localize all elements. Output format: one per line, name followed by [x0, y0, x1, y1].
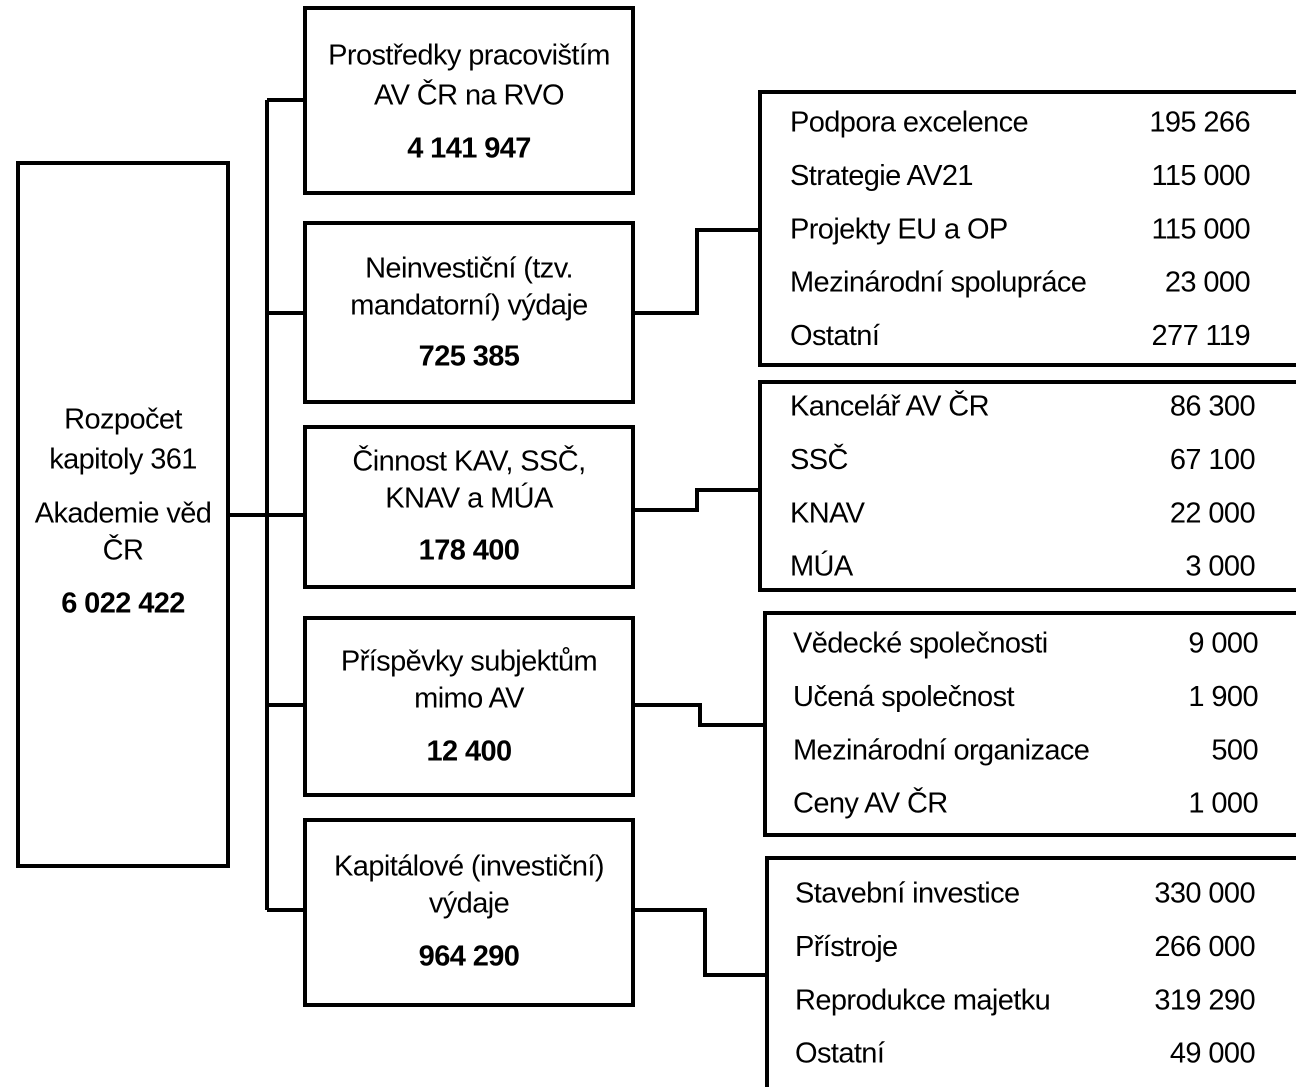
node-value: 725 385	[419, 341, 520, 373]
node-box	[303, 221, 635, 404]
node-label: výdaje	[429, 888, 509, 920]
node-label: mandatorní) výdaje	[350, 290, 587, 322]
node-value: 178 400	[419, 535, 520, 567]
row-value: 115 000	[1152, 160, 1250, 192]
row-label: Mezinárodní spolupráce	[790, 267, 1086, 299]
row-label: Reprodukce majetku	[795, 984, 1050, 1016]
row-value: 195 266	[1149, 107, 1250, 139]
row-label: KNAV	[790, 497, 866, 529]
node-label: Příspěvky subjektům	[341, 646, 597, 678]
row-label: Podpora excelence	[790, 107, 1028, 139]
row-value: 330 000	[1154, 878, 1255, 910]
root-value: 6 022 422	[61, 588, 185, 620]
row-value: 23 000	[1165, 267, 1250, 299]
row-label: Přístroje	[795, 931, 898, 963]
node-label: KNAV a MÚA	[385, 482, 554, 515]
row-label: Vědecké společnosti	[793, 628, 1048, 660]
root-label: Rozpočet	[64, 404, 182, 436]
row-label: Ceny AV ČR	[793, 786, 948, 820]
root-box	[16, 161, 230, 868]
row-value: 115 000	[1152, 213, 1250, 245]
row-value: 3 000	[1185, 551, 1255, 583]
table-box	[758, 380, 1296, 592]
node-box	[303, 425, 635, 589]
row-value: 9 000	[1188, 628, 1258, 660]
node-box	[303, 818, 635, 1007]
row-label: Stavební investice	[795, 878, 1020, 910]
row-value: 67 100	[1170, 444, 1255, 476]
node-box	[303, 616, 635, 797]
row-label: SSČ	[790, 442, 848, 476]
row-value: 49 000	[1170, 1038, 1255, 1070]
node-label: AV ČR na RVO	[374, 78, 564, 112]
row-value: 319 290	[1154, 984, 1255, 1016]
row-label: MÚA	[790, 550, 854, 583]
node-label: Kapitálové (investiční)	[334, 851, 604, 883]
row-value: 266 000	[1154, 931, 1255, 963]
table-box	[763, 611, 1296, 837]
root-label: ČR	[103, 533, 144, 567]
root-label: Akademie věd	[35, 498, 212, 530]
row-label: Učená společnost	[793, 681, 1014, 713]
node-box	[303, 6, 635, 195]
row-value: 1 900	[1188, 681, 1258, 713]
row-label: Ostatní	[795, 1038, 885, 1070]
node-label: Neinvestiční (tzv.	[365, 253, 573, 285]
row-value: 86 300	[1170, 391, 1255, 423]
connector	[633, 703, 765, 727]
row-label: Ostatní	[790, 320, 880, 352]
row-label: Strategie AV21	[790, 160, 973, 192]
connector	[633, 488, 760, 512]
connectors	[228, 98, 767, 977]
node-label: Prostředky pracovištím	[328, 40, 610, 72]
row-label: Mezinárodní organizace	[793, 734, 1089, 766]
table-box	[765, 856, 1296, 1087]
node-label: Činnost KAV, SSČ,	[352, 444, 585, 478]
root-label: kapitoly 361	[49, 444, 197, 476]
row-label: Kancelář AV ČR	[790, 389, 989, 423]
row-value: 22 000	[1170, 497, 1255, 529]
table-box	[758, 90, 1296, 367]
row-value: 1 000	[1188, 788, 1258, 820]
row-label: Projekty EU a OP	[790, 213, 1008, 245]
row-value: 500	[1211, 734, 1258, 766]
node-value: 4 141 947	[407, 133, 531, 165]
row-value: 277 119	[1152, 320, 1250, 352]
node-label: mimo AV	[414, 683, 525, 715]
connector	[633, 228, 760, 315]
node-value: 964 290	[419, 941, 520, 973]
node-value: 12 400	[426, 736, 511, 768]
connector	[633, 908, 767, 977]
root-connector	[228, 98, 305, 912]
